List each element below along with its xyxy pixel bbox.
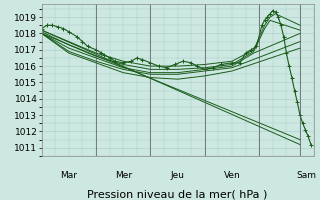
Text: Sam: Sam <box>297 171 317 180</box>
Text: Jeu: Jeu <box>171 171 185 180</box>
Text: Mar: Mar <box>60 171 77 180</box>
Text: Pression niveau de la mer( hPa ): Pression niveau de la mer( hPa ) <box>87 189 268 199</box>
Text: Mer: Mer <box>115 171 132 180</box>
Text: Ven: Ven <box>224 171 240 180</box>
